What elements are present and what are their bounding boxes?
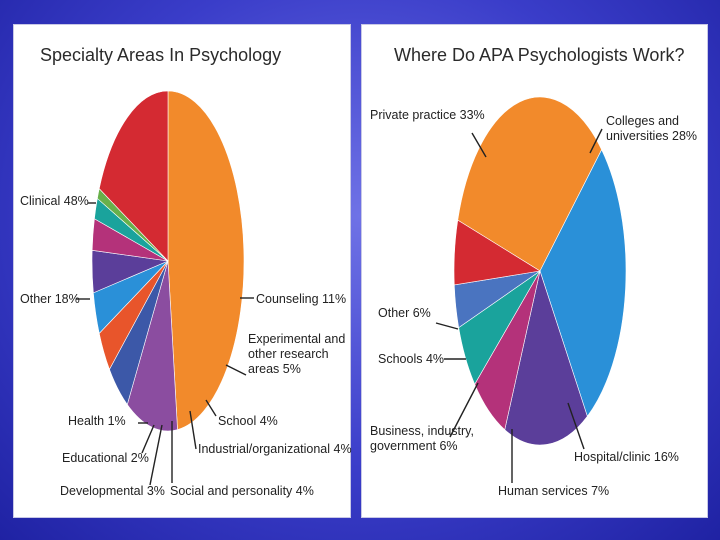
slice-label-other: Other 6%	[378, 306, 431, 320]
leader-line-business-industry-government	[449, 382, 479, 438]
slice-label-developmental: Developmental 3%	[60, 484, 165, 498]
leader-line-other	[435, 322, 459, 330]
pie-slice-other	[98, 90, 169, 262]
slice-label-social-and-personality: Social and personality 4%	[170, 484, 314, 498]
leader-line-hospital-clinic	[567, 402, 585, 450]
pie-slice-clinical	[167, 90, 245, 431]
leader-line-educational	[141, 424, 155, 454]
leader-line-developmental	[149, 424, 163, 486]
pie-slices	[453, 96, 627, 446]
leader-line-school	[205, 399, 217, 417]
slice-label-health: Health 1%	[68, 414, 126, 428]
slice-label-educational: Educational 2%	[62, 451, 149, 465]
slice-label-human-services: Human services 7%	[498, 484, 609, 498]
slice-label-experimental-and-other-research-areas: Experimental and other research areas 5%	[248, 332, 345, 376]
slice-label-other: Other 18%	[20, 292, 80, 306]
chart-title: Specialty Areas In Psychology	[40, 45, 281, 65]
pie-slice-other	[453, 219, 541, 286]
leader-line-colleges-and-universities	[589, 128, 603, 154]
pie-slice-private-practice	[457, 96, 602, 272]
slice-label-schools: Schools 4%	[378, 352, 444, 366]
slice-label-counseling: Counseling 11%	[256, 292, 346, 306]
leader-line-industrial-organizational	[189, 410, 197, 450]
workplace-pie-chart: Where Do APA Psychologists Work? Private…	[370, 45, 697, 498]
chart-title: Where Do APA Psychologists Work?	[394, 45, 684, 65]
slice-label-hospital-clinic: Hospital/clinic 16%	[574, 450, 679, 464]
slice-label-colleges-and-universities: Colleges and universities 28%	[606, 114, 697, 143]
specialty-pie-chart: Specialty Areas In Psychology Clinical 4…	[20, 45, 352, 498]
pie-slice-counseling	[126, 260, 178, 432]
leader-line-experimental-and-other-research-areas	[225, 364, 247, 376]
specialty-chart-panel: Specialty Areas In Psychology Clinical 4…	[13, 24, 352, 518]
slice-label-business-industry-government: Business, industry, government 6%	[370, 424, 474, 453]
slice-label-industrial-organizational: Industrial/organizational 4%	[198, 442, 352, 456]
slice-label-school: School 4%	[218, 414, 278, 428]
slice-label-clinical: Clinical 48%	[20, 194, 89, 208]
slice-label-private-practice: Private practice 33%	[370, 108, 485, 122]
leader-line-private-practice	[471, 132, 487, 158]
pie-slices	[91, 90, 245, 432]
workplace-chart-panel: Where Do APA Psychologists Work? Private…	[361, 24, 708, 518]
pie-slice-colleges-and-universities	[539, 149, 627, 417]
